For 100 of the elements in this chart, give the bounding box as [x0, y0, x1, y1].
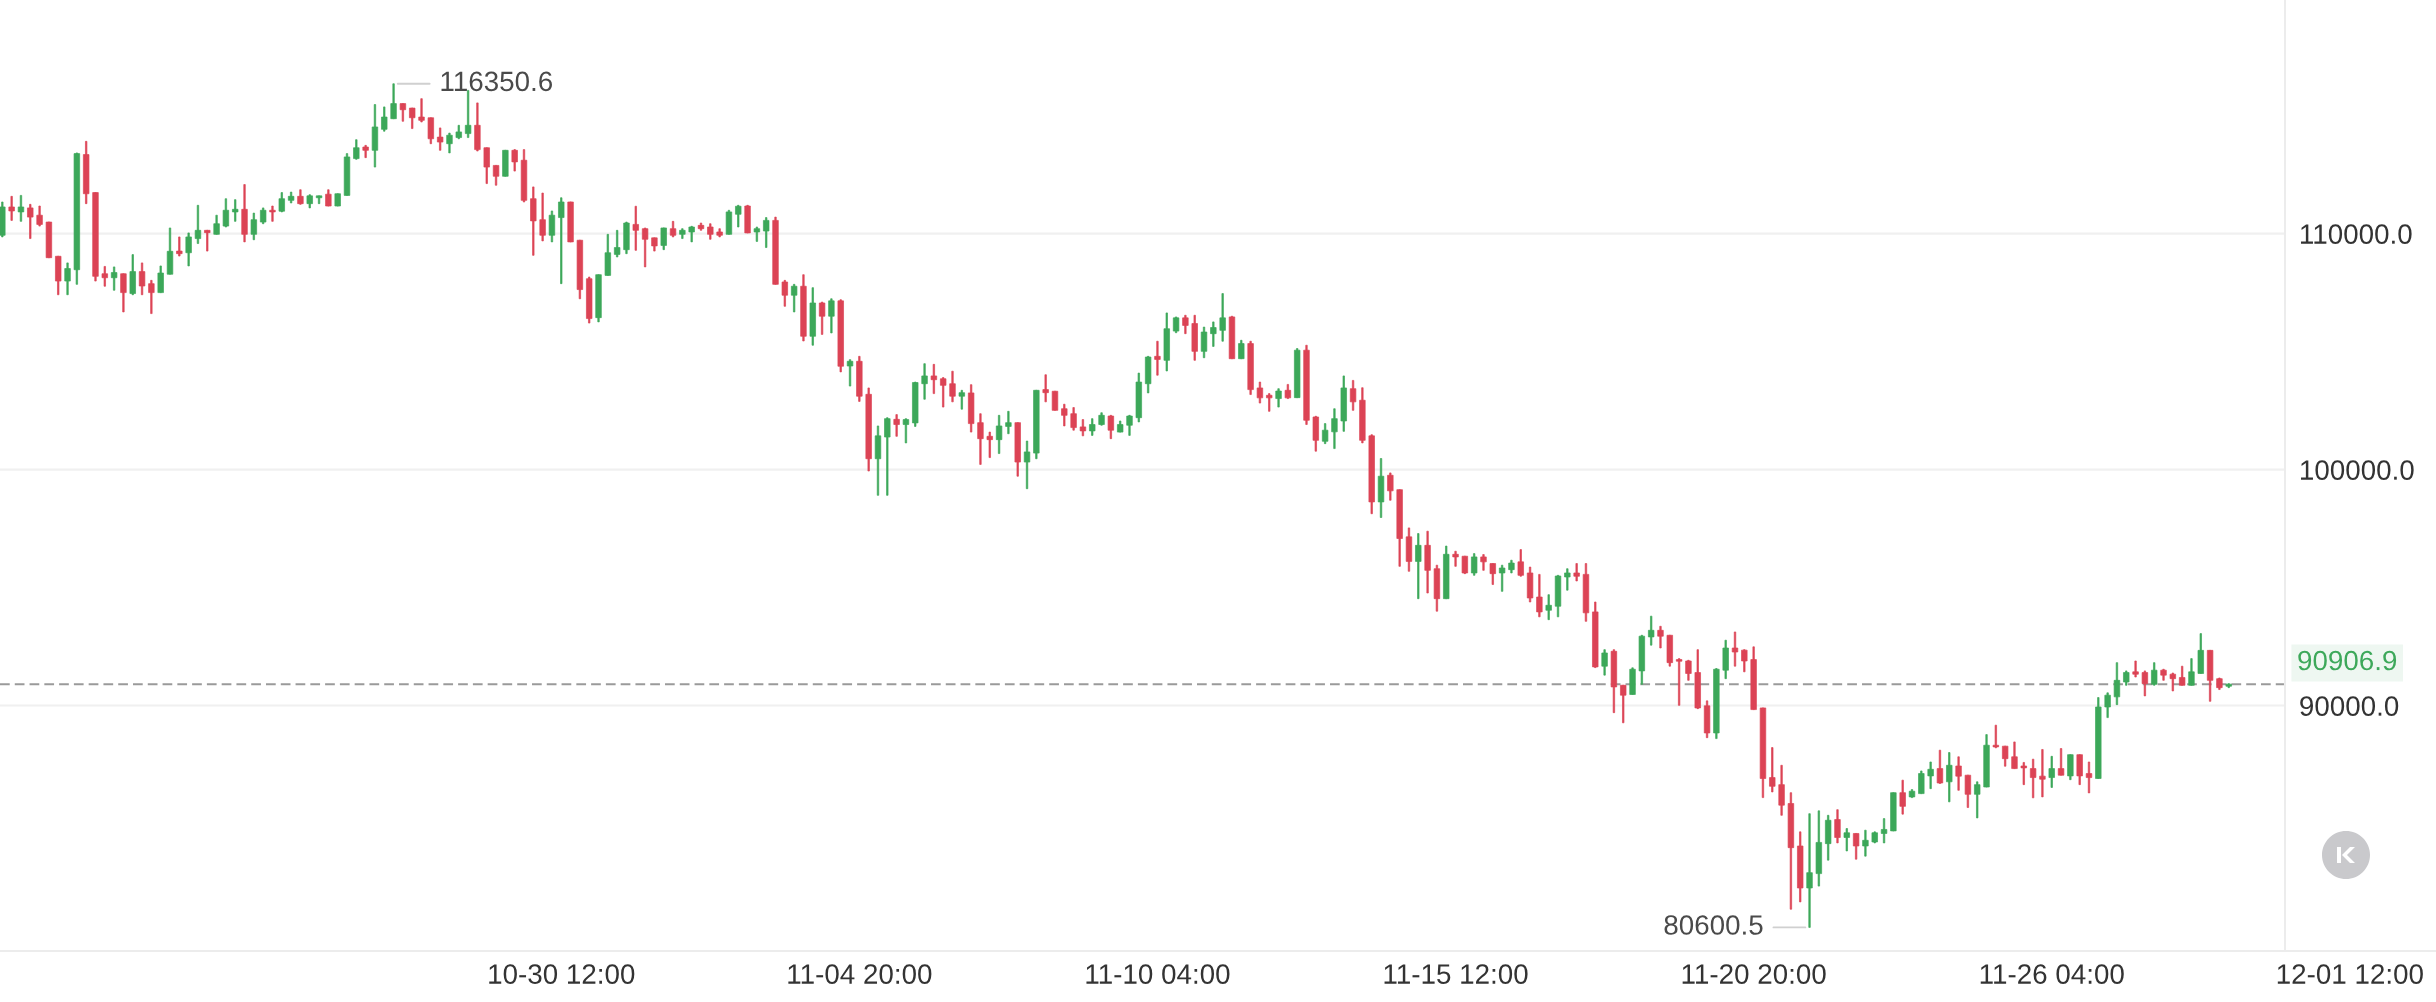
candlestick	[1163, 312, 1170, 372]
candlestick	[287, 191, 295, 204]
candlestick	[260, 207, 267, 225]
candlestick	[1545, 594, 1552, 621]
candlestick	[204, 229, 211, 252]
candlestick	[1955, 756, 1962, 791]
ref-line-label: 90906.9	[2298, 650, 2397, 671]
x-tick-label: 11-15 12:00	[1384, 964, 1528, 984]
candlestick	[2076, 754, 2083, 785]
candlestick	[2151, 662, 2158, 686]
candlestick	[55, 255, 62, 296]
candlestick	[1340, 375, 1347, 432]
candlestick	[1107, 414, 1115, 440]
candlestick	[1126, 414, 1133, 436]
candlestick	[1834, 809, 1841, 844]
candlestick	[1899, 779, 1906, 815]
candlestick	[1210, 321, 1217, 347]
candlestick	[688, 225, 695, 243]
candlestick	[660, 227, 667, 251]
candlestick	[1219, 293, 1226, 342]
candlestick	[1321, 423, 1329, 444]
candlestick	[1256, 381, 1264, 404]
candlestick	[735, 204, 742, 228]
annotation: 80600.5	[1664, 915, 1763, 935]
x-tick-label: 11-04 20:00	[788, 964, 932, 984]
candlestick	[455, 124, 462, 140]
candlestick	[1275, 388, 1282, 408]
candlestick	[1648, 615, 1655, 646]
candlestick	[325, 189, 332, 207]
candlestick	[1396, 489, 1403, 567]
candlestick	[1424, 530, 1431, 594]
candlestick	[2029, 758, 2037, 799]
candlestick	[1135, 372, 1142, 423]
candlestick	[539, 192, 546, 242]
candlestick	[306, 194, 313, 209]
candlestick	[418, 98, 425, 123]
y-tick-label: 90000.0	[2300, 696, 2399, 716]
candlestick	[1489, 563, 1496, 585]
candlestick	[2216, 677, 2223, 690]
candlestick	[101, 266, 108, 287]
candlestick	[1657, 625, 1664, 649]
candlestick	[1806, 813, 1813, 928]
candlestick	[157, 265, 164, 293]
candlestick	[1741, 649, 1748, 673]
candlestick	[753, 226, 761, 242]
candlestick	[483, 147, 490, 184]
candlestick	[120, 273, 127, 313]
candlestick	[893, 414, 900, 437]
candlestick	[1825, 814, 1832, 861]
candlestick	[409, 107, 416, 129]
candlestick	[2225, 683, 2232, 688]
candlestick	[1117, 420, 1124, 433]
candlestick	[641, 227, 649, 268]
candlestick	[828, 298, 835, 334]
candlestick	[763, 217, 770, 248]
annotation: 116350.6	[441, 71, 552, 92]
y-tick-label: 100000.0	[2301, 460, 2414, 480]
candlestick	[1005, 410, 1012, 435]
candlestick	[8, 195, 15, 221]
candlestick	[353, 139, 360, 160]
candlestick	[1098, 412, 1105, 426]
candlestick	[1722, 639, 1729, 680]
candlestick	[315, 195, 323, 204]
candlestick	[1331, 408, 1338, 449]
x-tick-label: 11-26 04:00	[1980, 964, 2124, 984]
candlestick	[2197, 633, 2204, 674]
candlestick	[381, 106, 388, 132]
candlestick	[334, 193, 341, 207]
candlestick	[64, 262, 71, 296]
candlestick	[1042, 374, 1049, 403]
candlestick	[1927, 761, 1934, 789]
candlestick	[2160, 668, 2167, 681]
candlestick	[1974, 781, 1981, 819]
candlestick	[1154, 340, 1161, 376]
candlestick	[949, 370, 956, 403]
candlestick	[614, 229, 621, 258]
candlestick	[250, 212, 257, 241]
candlestick	[651, 237, 658, 252]
candlestick	[176, 236, 183, 257]
candlestick	[902, 418, 910, 444]
candlestick	[1144, 355, 1152, 394]
candlestick	[1573, 563, 1580, 582]
candlestick	[1517, 549, 1524, 577]
candlestick	[967, 384, 975, 433]
candlestick	[1480, 554, 1487, 571]
candlestick	[2002, 745, 2009, 767]
candlestick	[213, 214, 220, 235]
candlestick	[2141, 670, 2149, 697]
candlestick	[809, 287, 816, 346]
candlestick	[707, 223, 714, 240]
candlestick	[1843, 828, 1850, 852]
candlestick	[2020, 762, 2027, 785]
candlestick	[1387, 472, 1394, 501]
candlestick	[1778, 764, 1785, 816]
candlestick	[1266, 393, 1273, 412]
candlestick	[930, 364, 938, 394]
candlestick	[83, 141, 90, 204]
candlestick	[1061, 403, 1068, 427]
candlestick	[1620, 684, 1627, 724]
candlestick	[1852, 833, 1860, 860]
